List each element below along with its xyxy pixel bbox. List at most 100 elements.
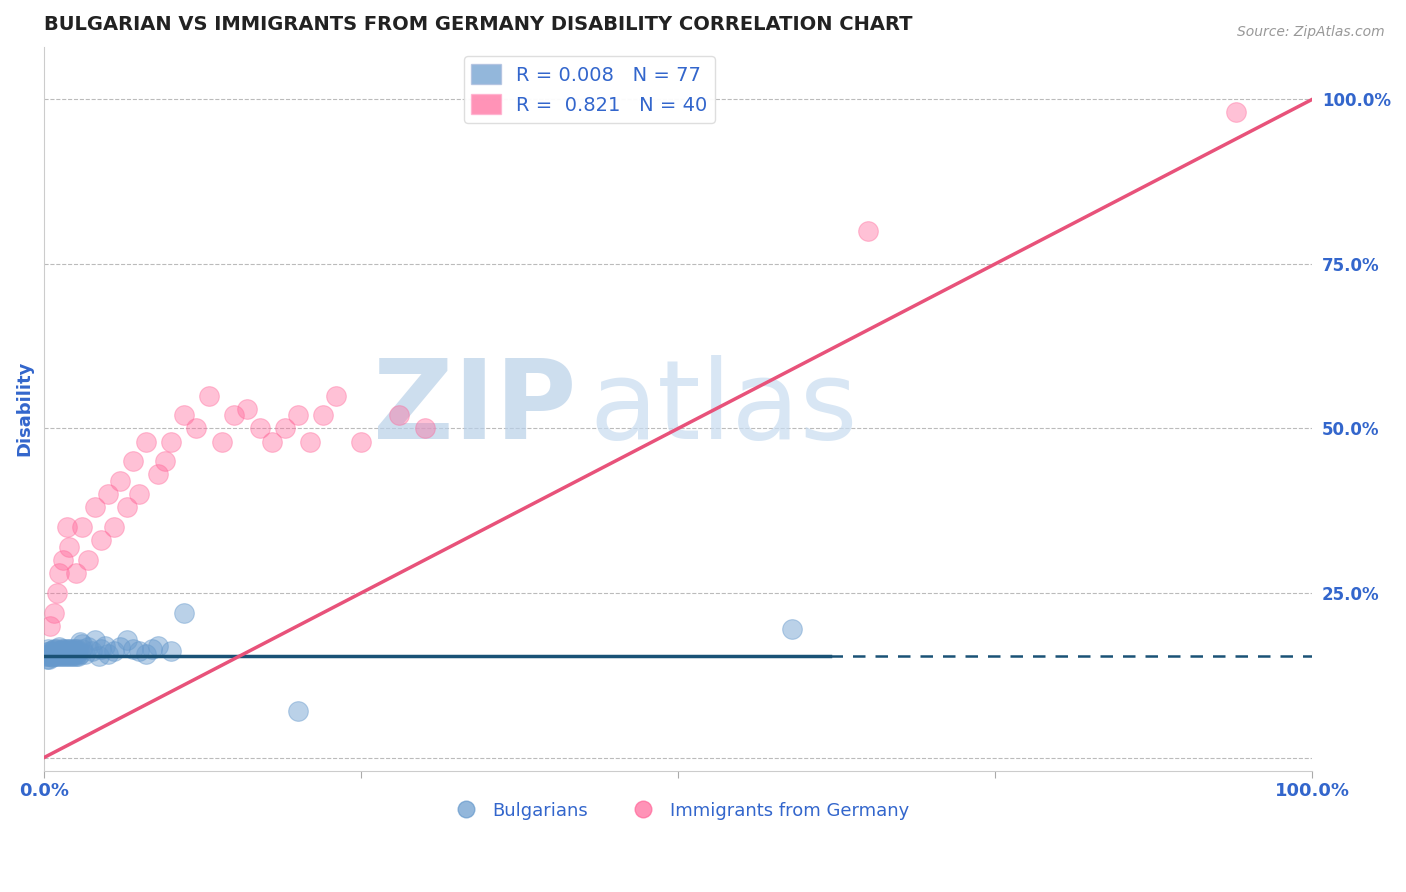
Point — [55, 648, 77, 663]
Point — [63, 641, 86, 656]
Point — [58, 644, 80, 658]
Point — [58, 641, 80, 656]
Point — [38, 647, 60, 661]
Point — [103, 520, 125, 534]
Point — [59, 644, 82, 658]
Point — [66, 647, 89, 661]
Point — [66, 641, 89, 656]
Text: ZIP: ZIP — [374, 355, 576, 462]
Point — [160, 434, 183, 449]
Point — [65, 644, 87, 658]
Point — [274, 421, 297, 435]
Point — [51, 641, 73, 656]
Point — [34, 648, 56, 663]
Point — [44, 645, 66, 659]
Text: BULGARIAN VS IMMIGRANTS FROM GERMANY DISABILITY CORRELATION CHART: BULGARIAN VS IMMIGRANTS FROM GERMANY DIS… — [44, 15, 912, 34]
Point — [96, 487, 118, 501]
Point — [77, 553, 100, 567]
Point — [122, 454, 145, 468]
Point — [148, 467, 170, 482]
Legend: Bulgarians, Immigrants from Germany: Bulgarians, Immigrants from Germany — [440, 795, 917, 827]
Point — [198, 388, 221, 402]
Point — [325, 388, 347, 402]
Point — [65, 566, 87, 581]
Point — [49, 644, 72, 658]
Point — [115, 500, 138, 515]
Point — [45, 641, 67, 656]
Point — [70, 520, 93, 534]
Point — [35, 645, 58, 659]
Point — [44, 647, 66, 661]
Point — [94, 639, 117, 653]
Point — [858, 224, 880, 238]
Point — [77, 640, 100, 654]
Point — [312, 409, 335, 423]
Point — [48, 566, 70, 581]
Point — [56, 641, 79, 656]
Point — [135, 434, 157, 449]
Point — [41, 645, 63, 659]
Point — [413, 421, 436, 435]
Point — [53, 641, 76, 656]
Point — [52, 553, 75, 567]
Point — [211, 434, 233, 449]
Point — [96, 647, 118, 661]
Point — [69, 635, 91, 649]
Point — [39, 619, 62, 633]
Point — [58, 648, 80, 663]
Point — [87, 648, 110, 663]
Point — [44, 606, 66, 620]
Point — [45, 586, 67, 600]
Point — [63, 647, 86, 661]
Point — [46, 644, 69, 658]
Point — [48, 647, 70, 661]
Point — [388, 409, 411, 423]
Point — [249, 421, 271, 435]
Point — [108, 640, 131, 654]
Point — [128, 644, 150, 658]
Point — [37, 641, 59, 656]
Point — [42, 643, 65, 657]
Point — [287, 409, 309, 423]
Point — [73, 647, 96, 661]
Point — [58, 647, 80, 661]
Point — [83, 633, 105, 648]
Point — [65, 648, 87, 663]
Point — [42, 648, 65, 663]
Point — [236, 401, 259, 416]
Point — [299, 434, 322, 449]
Point — [62, 644, 84, 658]
Point — [108, 474, 131, 488]
Point — [148, 639, 170, 653]
Point — [37, 648, 59, 663]
Point — [60, 641, 83, 656]
Text: Source: ZipAtlas.com: Source: ZipAtlas.com — [1237, 25, 1385, 39]
Point — [35, 652, 58, 666]
Point — [115, 633, 138, 648]
Point — [55, 644, 77, 658]
Point — [46, 648, 69, 663]
Point — [62, 648, 84, 663]
Point — [44, 648, 66, 663]
Point — [70, 637, 93, 651]
Point — [82, 644, 104, 658]
Point — [48, 640, 70, 654]
Point — [224, 409, 246, 423]
Point — [67, 648, 90, 663]
Point — [173, 409, 195, 423]
Point — [53, 647, 76, 661]
Point — [52, 648, 75, 663]
Point — [262, 434, 284, 449]
Point — [52, 644, 75, 658]
Point — [58, 540, 80, 554]
Y-axis label: Disability: Disability — [15, 361, 32, 457]
Point — [128, 487, 150, 501]
Point — [67, 644, 90, 658]
Point — [39, 648, 62, 663]
Point — [103, 644, 125, 658]
Point — [39, 644, 62, 658]
Point — [153, 454, 176, 468]
Point — [90, 533, 112, 548]
Point — [59, 648, 82, 663]
Point — [69, 647, 91, 661]
